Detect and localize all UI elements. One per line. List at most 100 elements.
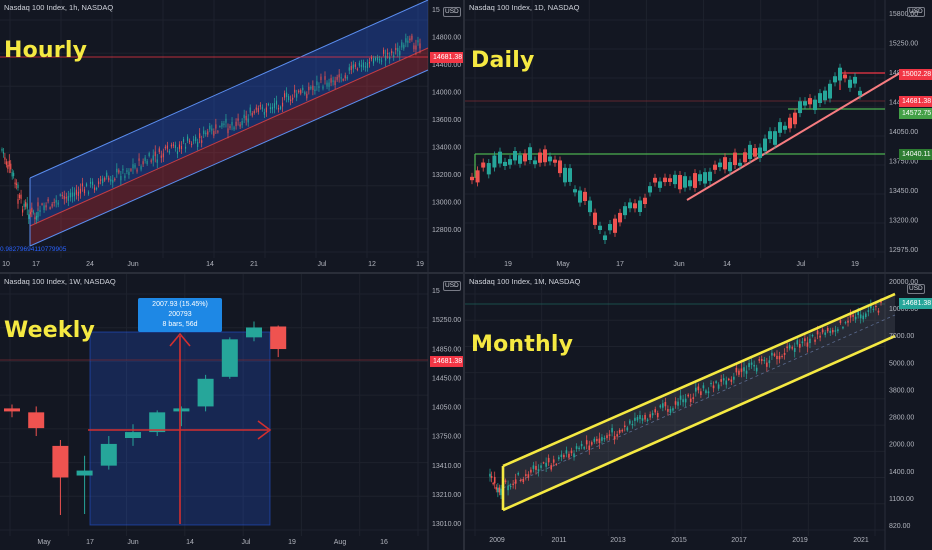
hourly-dip-candle — [22, 209, 24, 213]
weekly-measure-box[interactable]: 2007.93 (15.45%) 200793 8 bars, 56d — [138, 298, 222, 332]
hourly-candle — [284, 93, 286, 98]
hourly-price-tick: 15 — [432, 7, 440, 14]
daily-price-tick: 12975.00 — [889, 247, 918, 254]
monthly-price-tick: 1400.00 — [889, 469, 914, 476]
daily-currency-badge[interactable]: USD — [907, 7, 925, 17]
hourly-candle — [98, 181, 100, 185]
hourly-candle — [231, 121, 233, 126]
daily-time-tick: May — [556, 261, 570, 268]
hourly-candle — [213, 131, 215, 136]
hourly-candle — [346, 77, 348, 79]
daily-candle — [693, 173, 697, 188]
hourly-price-tick: 14800.00 — [432, 35, 461, 42]
monthly-channel-upper — [502, 292, 896, 468]
monthly-candle — [547, 457, 550, 463]
monthly-candle — [646, 419, 649, 421]
hourly-candle — [75, 189, 77, 195]
hourly-dip-candle — [34, 217, 36, 219]
hourly-chart[interactable]: 15 14800.00 14400.00 14000.00 13600.00 13400.… — [0, 0, 463, 272]
monthly-candle — [727, 378, 730, 381]
weekly-time-tick: Aug — [334, 539, 347, 546]
monthly-candle — [799, 344, 801, 348]
hourly-candle — [261, 107, 263, 109]
hourly-time-tick: 24 — [86, 261, 94, 268]
monthly-candle — [634, 417, 636, 421]
vertical-divider[interactable] — [463, 0, 465, 550]
daily-tag-15002: 15002.28 — [899, 69, 932, 80]
daily-candle — [823, 90, 827, 101]
weekly-chart[interactable]: 15 15250.00 14850.00 14450.00 14050.00 13750.… — [0, 274, 463, 550]
monthly-time-tick: 2021 — [853, 537, 869, 544]
hourly-candle — [326, 82, 328, 87]
monthly-candle — [563, 455, 565, 458]
horizontal-divider[interactable] — [0, 272, 932, 274]
hourly-candle — [160, 155, 162, 158]
daily-candle — [743, 152, 747, 163]
weekly-arrow-right-head — [257, 420, 272, 440]
hourly-candle — [332, 80, 334, 82]
hourly-candle — [316, 81, 318, 86]
monthly-candle — [715, 381, 717, 383]
hourly-candle — [203, 130, 205, 134]
hourly-candle — [170, 144, 172, 147]
hourly-candle — [49, 207, 51, 209]
daily-candle — [728, 162, 732, 172]
monthly-candle — [608, 434, 611, 436]
monthly-candle — [649, 414, 651, 418]
weekly-price-tick: 13010.00 — [432, 521, 461, 528]
weekly-candle — [100, 443, 117, 466]
hourly-candle — [271, 106, 274, 110]
hourly-candle — [306, 93, 308, 99]
monthly-chart[interactable]: 20000.00 10000.00 7000.00 5000.00 3800.00 280… — [465, 274, 932, 550]
monthly-candle — [651, 413, 654, 416]
hourly-candle — [336, 76, 338, 80]
daily-panel[interactable]: 15800.0015250.0014850.0014450.0014050.00… — [465, 0, 932, 272]
daily-candle — [533, 160, 537, 165]
hourly-panel[interactable]: 15 14800.00 14400.00 14000.00 13600.00 13400.… — [0, 0, 463, 272]
hourly-candle — [269, 107, 271, 110]
monthly-candle — [679, 395, 682, 400]
weekly-currency-badge[interactable]: USD — [443, 281, 461, 291]
monthly-candle — [821, 329, 824, 333]
monthly-candle — [814, 339, 816, 342]
daily-candle — [623, 206, 627, 216]
monthly-candle — [585, 440, 588, 445]
monthly-candle — [705, 390, 707, 394]
hourly-candle — [37, 202, 39, 207]
monthly-currency-badge[interactable]: USD — [907, 284, 925, 294]
hourly-candle — [59, 194, 61, 196]
monthly-candle — [631, 424, 634, 426]
monthly-price-tick: 820.00 — [889, 523, 911, 530]
hourly-candle — [377, 57, 379, 61]
daily-candle — [673, 174, 677, 185]
hourly-candle — [172, 144, 174, 146]
weekly-panel[interactable]: 15 15250.00 14850.00 14450.00 14050.00 13750.… — [0, 274, 463, 550]
daily-time-tick: Jul — [797, 261, 806, 268]
monthly-channel-lower — [502, 334, 896, 512]
hourly-currency-badge[interactable]: USD — [443, 7, 461, 17]
daily-chart[interactable]: 15800.0015250.0014850.0014450.0014050.00… — [465, 0, 932, 272]
monthly-candle — [877, 310, 880, 313]
monthly-candle — [573, 453, 575, 458]
hourly-candle — [282, 102, 284, 107]
monthly-candle — [629, 420, 631, 424]
hourly-candle — [263, 111, 265, 115]
monthly-candle — [542, 462, 545, 464]
daily-candle — [663, 177, 667, 183]
hourly-candle — [370, 57, 373, 60]
monthly-panel[interactable]: 20000.00 10000.00 7000.00 5000.00 3800.00 280… — [465, 274, 932, 550]
monthly-candle — [601, 437, 603, 441]
hourly-candle — [102, 178, 104, 184]
monthly-crash-candle — [500, 488, 502, 496]
weekly-arrow-up-head — [169, 332, 191, 347]
hourly-candle — [356, 68, 358, 70]
monthly-candle — [552, 459, 555, 463]
monthly-candle — [788, 345, 791, 349]
monthly-candle — [588, 445, 591, 450]
hourly-candle — [100, 179, 102, 181]
monthly-candle — [695, 387, 697, 392]
hourly-candle — [239, 124, 241, 127]
daily-candle — [858, 90, 862, 96]
daily-candle — [603, 235, 607, 241]
monthly-candle — [750, 362, 753, 365]
